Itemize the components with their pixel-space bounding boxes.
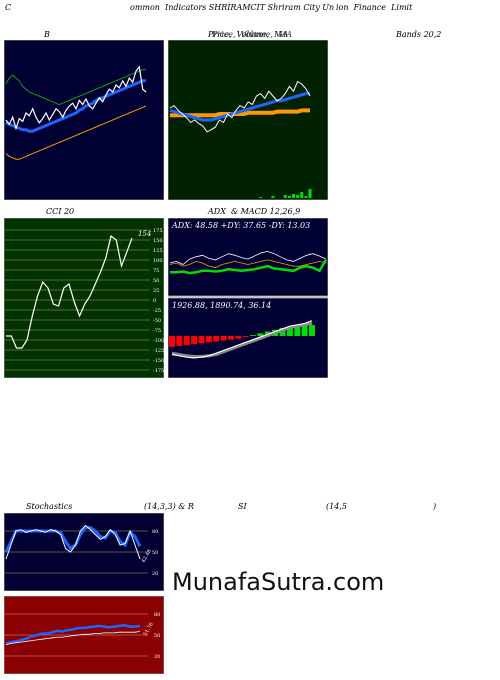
price-ma-label-overlay: Price, Volume, MA [212, 30, 293, 39]
macd-histogram-bar [183, 336, 190, 345]
cci-tick-label: -100 [153, 338, 164, 344]
macd-histogram-bar [227, 336, 234, 340]
cci-value-label: 154 [138, 230, 151, 238]
adx-macd-panel: ADX: 48.58 +DY: 37.65 -DY: 13.03 1926.88… [167, 217, 329, 379]
rsi-label: SI [238, 502, 247, 511]
cci-line [6, 234, 133, 349]
adx-macd-chart: ADX: 48.58 +DY: 37.65 -DY: 13.03 1926.88… [167, 217, 329, 379]
stoch-label: Stochastics [26, 502, 73, 511]
price-ma-chart [167, 39, 329, 201]
bollinger-middle-band [5, 79, 146, 133]
adx-macd-label: ADX & MACD 12,26,9 [208, 207, 301, 216]
macd-histogram-bar [257, 333, 264, 336]
price-line [169, 80, 311, 133]
rsi-params-close: ) [433, 502, 437, 511]
watermark: MunafaSutra.com [172, 568, 385, 596]
cci-tick-label: -150 [153, 358, 164, 364]
stoch-k-line [5, 524, 141, 560]
cci-tick-label: -50 [153, 318, 161, 324]
macd-histogram-bar [286, 327, 293, 336]
stochastics-panel: 80 50 20 42.48 [3, 512, 165, 592]
page-title: ommon Indicators SHRIRAMCIT Shriram City… [130, 3, 335, 12]
macd-signal-line [171, 322, 313, 358]
plus-di-line [170, 259, 328, 275]
cci-tick-label: 0 [153, 298, 156, 304]
header-left: C [5, 3, 12, 12]
macd-histogram-bar [309, 325, 315, 336]
macd-histogram-bar [294, 326, 301, 336]
rsi-tick-label: 50 [154, 633, 160, 639]
stoch-tick-label: 50 [152, 550, 158, 556]
macd-histogram-bar [205, 336, 212, 343]
volume-bar [271, 196, 275, 198]
volume-bar [304, 196, 308, 198]
cci-tick-label: 125 [153, 248, 163, 254]
price-short-ma-line [169, 92, 310, 122]
cci-tick-label: -25 [153, 308, 161, 314]
price-ma-panel [167, 39, 329, 201]
adx-values-text: ADX: 48.58 +DY: 37.65 -DY: 13.03 [171, 221, 310, 230]
cci-tick-label: 150 [153, 238, 163, 244]
rsi-average-line [5, 631, 141, 646]
bollinger-panel [3, 39, 165, 201]
volume-bar [300, 192, 304, 198]
volume-bar [296, 195, 300, 198]
macd-histogram-bar [235, 336, 242, 339]
cci-tick-label: -75 [153, 328, 161, 334]
rsi-params-label: (14,5 [326, 502, 347, 511]
adx-line [169, 250, 327, 265]
cci-tick-label: -125 [153, 348, 164, 354]
bollinger-lower-band [5, 105, 147, 160]
macd-histogram-bar [169, 336, 175, 347]
macd-histogram-bar [220, 336, 227, 341]
cci-panel: 175 150 125 100 75 50 25 0 -25 -50 -75 -100 -125 -150… [3, 217, 165, 379]
macd-histogram-bar [301, 325, 308, 336]
volume-bar [308, 189, 312, 198]
cci-label: CCI 20 [46, 207, 75, 216]
price-ma-label: Price, Volume, MA [208, 30, 289, 39]
cci-tick-label: 100 [153, 258, 163, 264]
stoch-tick-label: 20 [152, 571, 158, 577]
stoch-params-label: (14,3,3) & R [144, 502, 194, 511]
rsi-tick-label: 20 [154, 654, 160, 660]
bollinger-chart [3, 39, 165, 201]
cci-tick-label: 25 [153, 288, 159, 294]
stoch-tick-label: 80 [152, 529, 158, 535]
cci-tick-label: 50 [153, 278, 159, 284]
macd-histogram-bar [191, 336, 198, 345]
bollinger-upper-band [5, 69, 146, 106]
page-title-continued: ion Finance Limit [336, 3, 413, 12]
rsi-panel: 80 50 20 51.76 [3, 595, 165, 675]
volume-bar [287, 196, 291, 198]
volume-bar [283, 195, 287, 198]
bollinger-label: B [44, 30, 50, 39]
cci-tick-label: 175 [153, 228, 163, 234]
cci-tick-label: 75 [153, 268, 159, 274]
macd-line [171, 320, 313, 359]
macd-histogram-bar [176, 336, 183, 346]
bollinger-price-line [5, 65, 147, 131]
price-long-ma-line [170, 108, 310, 118]
minus-di-line [169, 259, 327, 269]
macd-values-text: 1926.88, 1890.74, 36.14 [172, 301, 271, 310]
volume-bar [259, 197, 263, 198]
macd-histogram-bar [242, 336, 249, 337]
macd-histogram-bar [213, 336, 220, 342]
bollinger-right-label: Bands 20,2 [396, 30, 442, 39]
rsi-tick-label: 80 [154, 612, 160, 618]
rsi-line [5, 623, 141, 645]
macd-histogram-bar [250, 335, 257, 336]
macd-histogram-bar [279, 327, 286, 336]
macd-histogram-bar [198, 336, 205, 344]
cci-tick-label: -175 [153, 368, 164, 374]
cci-chart: 175 150 125 100 75 50 25 0 -25 -50 -75 -100 -125 -150… [3, 217, 165, 379]
stoch-d-line [4, 526, 142, 553]
volume-bar [292, 194, 296, 198]
